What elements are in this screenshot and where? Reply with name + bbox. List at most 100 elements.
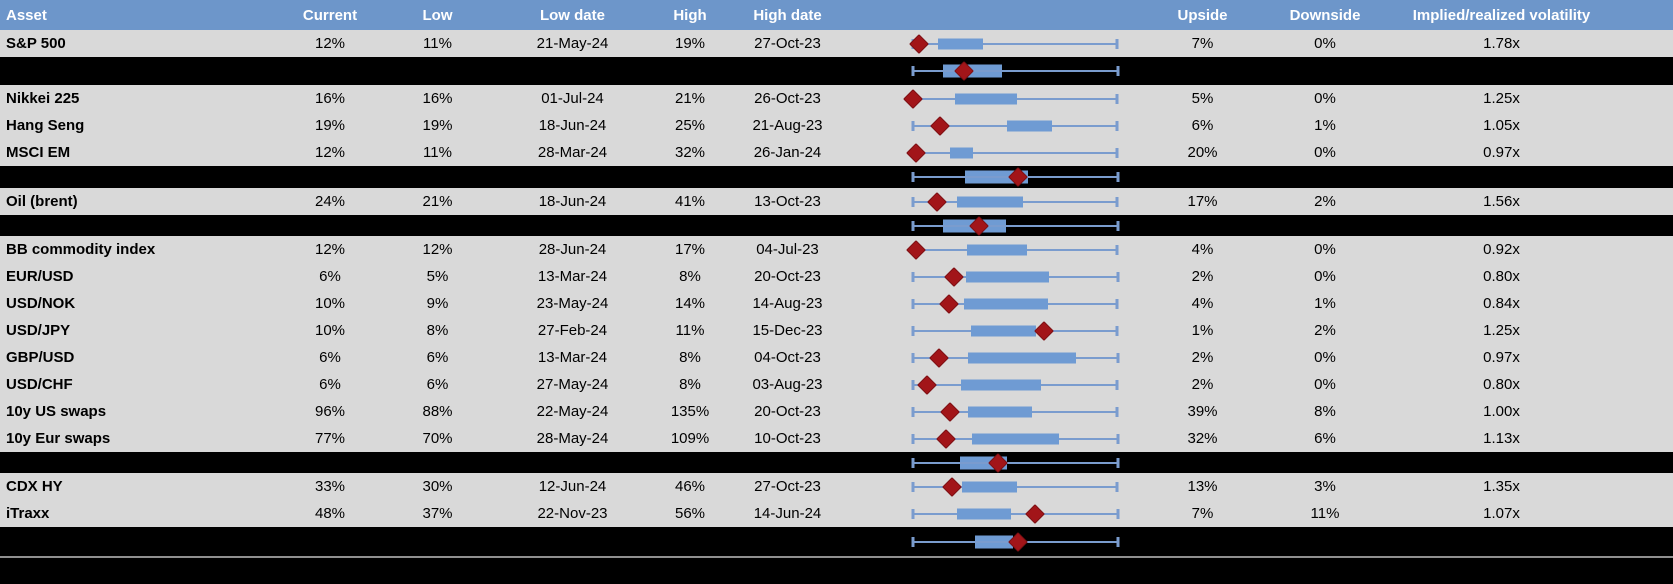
box-range [956,508,1011,519]
high-date [730,166,845,188]
asset-name: S&P 500 [6,35,66,52]
whisker-cap-left [911,120,915,131]
high-date: 15-Dec-23 [752,322,823,339]
whisker-cap-right [1116,433,1120,444]
table-row: USD/CHF 6% 6% 27-May-24 8% 03-Aug-23 2% … [0,371,1673,398]
low-value: 6% [426,349,449,366]
high-date: 21-Aug-23 [752,117,823,134]
asset-name: GBP/USD [6,349,75,366]
current-value: 10% [314,295,346,312]
diamond-marker [902,88,923,109]
implied-realized-value: 0.84x [1483,295,1520,312]
low-value [380,57,495,85]
upside-value [1135,166,1270,188]
asset-name [0,452,280,473]
diamond-marker [944,266,964,287]
whisker-line [912,70,1118,72]
asset-name: USD/JPY [6,322,71,339]
upside-value: 1% [1191,322,1214,339]
downside-value: 2% [1314,193,1336,210]
low-date: 27-Feb-24 [537,322,608,339]
whisker-cap-right [1116,457,1120,468]
low-value: 6% [426,376,449,393]
whisker-cap-left [911,271,915,282]
current-value [280,215,380,236]
whisker-cap-left [911,352,915,363]
table-row: CDX HY 33% 30% 12-Jun-24 46% 27-Oct-23 1… [0,473,1673,500]
implied-realized-value: 0.97x [1483,144,1520,161]
upside-value: 6% [1191,117,1214,134]
low-value: 70% [422,430,453,447]
boxplot [845,452,1135,473]
downside-value: 8% [1314,403,1336,420]
high-date: 13-Oct-23 [754,193,821,210]
diamond-marker [1025,503,1045,524]
current-value: 48% [314,505,346,522]
box-range [1007,120,1053,131]
upside-value: 20% [1187,144,1218,161]
diamond-marker [929,347,949,368]
downside-value: 0% [1314,349,1336,366]
low-date: 21-May-24 [536,35,609,52]
boxplot [845,30,1135,57]
table-row: Nikkei 225 16% 16% 01-Jul-24 21% 26-Oct-… [0,85,1673,112]
low-value: 9% [426,295,449,312]
header-high: High [673,6,707,24]
whisker-cap-right [1115,93,1119,104]
high-value: 14% [674,295,706,312]
downside-value: 1% [1314,295,1336,312]
upside-value [1135,215,1270,236]
implied-realized-value: 1.00x [1483,403,1520,420]
box-range [961,379,1042,390]
whisker-cap-right [1115,244,1119,255]
upside-value: 4% [1191,241,1214,258]
low-value: 37% [422,505,453,522]
low-date [495,452,650,473]
implied-realized-value: 0.80x [1483,376,1520,393]
upside-value [1135,527,1270,556]
diamond-marker [906,239,926,260]
implied-realized-value: 0.97x [1483,349,1520,366]
low-value: 8% [426,322,449,339]
whisker-cap-right [1115,481,1119,492]
high-value: 8% [679,268,701,285]
upside-value: 39% [1187,403,1218,420]
whisker-cap-right [1115,406,1119,417]
downside-value: 0% [1314,144,1336,161]
boxplot [845,85,1135,112]
whisker-cap-left [911,433,915,444]
diamond-marker [909,33,929,54]
implied-realized-value [1380,215,1673,236]
high-date: 14-Aug-23 [752,295,823,312]
asset-name: 10y US swaps [6,403,107,420]
boxplot [845,473,1135,500]
current-value: 19% [314,117,346,134]
high-date: 03-Aug-23 [752,376,823,393]
summary-row [0,166,1673,188]
diamond-marker [1034,320,1054,341]
table-body: S&P 500 12% 11% 21-May-24 19% 27-Oct-23 … [0,30,1673,556]
high-value: 11% [675,322,705,339]
current-value: 33% [314,478,346,495]
current-value: 6% [319,376,341,393]
table-row: BB commodity index 12% 12% 28-Jun-24 17%… [0,236,1673,263]
asset-name: Nikkei 225 [6,90,80,107]
downside-value: 0% [1314,35,1336,52]
implied-realized-value: 1.35x [1483,478,1520,495]
high-date: 26-Oct-23 [754,90,821,107]
high-value: 109% [670,430,710,447]
current-value: 6% [319,349,341,366]
high-value: 46% [674,478,706,495]
whisker-line [912,224,1118,227]
downside-value: 0% [1314,241,1336,258]
header-asset: Asset [6,6,47,24]
current-value: 10% [314,322,346,339]
diamond-marker [917,374,937,395]
asset-name: EUR/USD [6,268,74,285]
downside-value: 6% [1314,430,1336,447]
upside-value: 7% [1191,505,1214,522]
low-value: 11% [423,35,452,52]
asset-name: Oil (brent) [6,193,78,210]
asset-name: Hang Seng [6,117,85,134]
high-date: 20-Oct-23 [754,268,821,285]
